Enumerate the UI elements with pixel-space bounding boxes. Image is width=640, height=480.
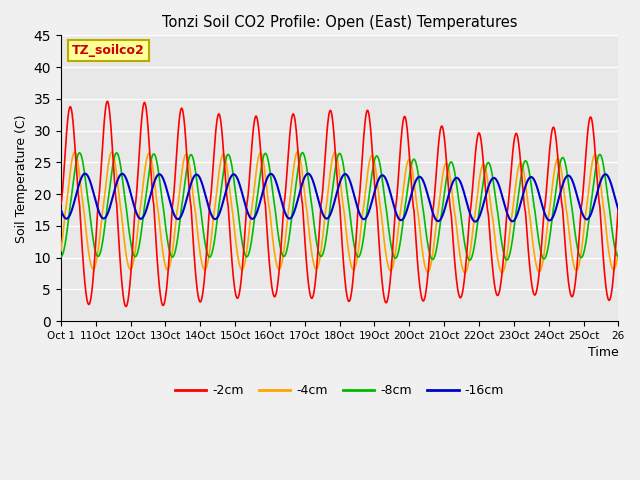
- X-axis label: Time: Time: [588, 347, 618, 360]
- Title: Tonzi Soil CO2 Profile: Open (East) Temperatures: Tonzi Soil CO2 Profile: Open (East) Temp…: [162, 15, 517, 30]
- Text: TZ_soilco2: TZ_soilco2: [72, 44, 145, 57]
- Y-axis label: Soil Temperature (C): Soil Temperature (C): [15, 114, 28, 242]
- Legend: -2cm, -4cm, -8cm, -16cm: -2cm, -4cm, -8cm, -16cm: [170, 379, 509, 402]
